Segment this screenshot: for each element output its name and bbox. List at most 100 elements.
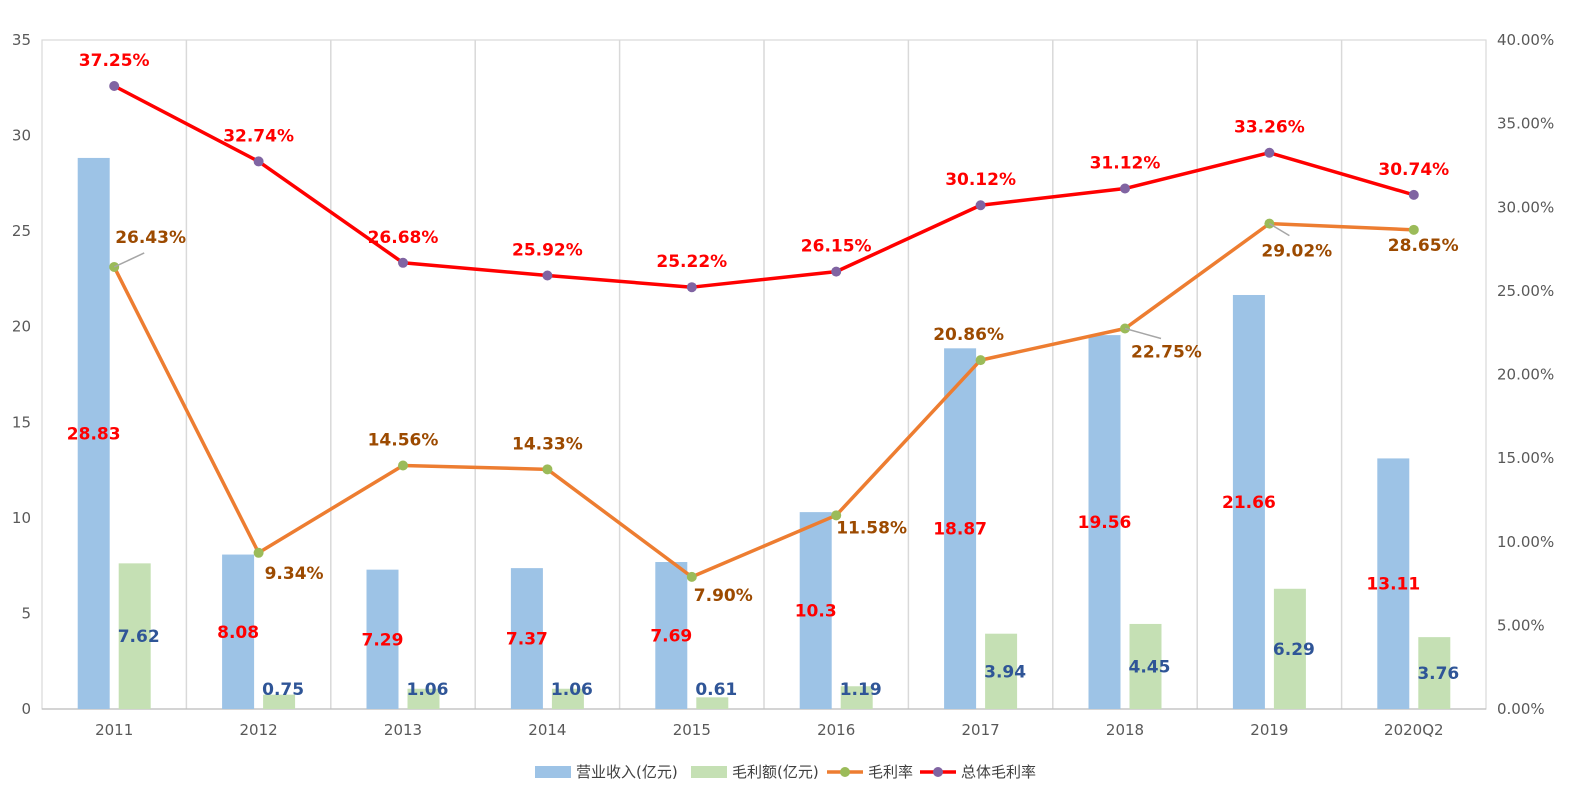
y-right-tick-label: 20.00%	[1497, 366, 1554, 384]
x-tick-label: 2011	[95, 721, 133, 739]
gross-profit-bar	[1273, 588, 1306, 709]
gross-margin-marker	[398, 460, 408, 471]
legend-gross-margin-text: 毛利率	[868, 763, 913, 781]
y-left-tick-label: 0	[21, 700, 31, 718]
gross-margin-data-label: 29.02%	[1261, 242, 1332, 262]
gross-margin-marker	[253, 547, 264, 558]
overall-margin-marker	[975, 200, 986, 211]
x-tick-label: 2019	[1250, 721, 1288, 739]
overall-margin-data-label: 33.26%	[1234, 118, 1305, 138]
gross-profit-bar	[840, 686, 873, 709]
legend-overall-margin-text: 总体毛利率	[961, 763, 1036, 781]
gross-profit-bar	[1418, 637, 1451, 709]
gross-profit-data-label: 0.61	[695, 680, 737, 700]
legend-revenue-swatch	[535, 766, 571, 778]
legend-gross-profit-text: 毛利额(亿元)	[732, 763, 819, 781]
overall-margin-marker	[1408, 189, 1419, 200]
x-tick-label: 2015	[673, 721, 711, 739]
overall-margin-data-label: 26.15%	[801, 237, 872, 257]
overall-margin-marker	[253, 156, 264, 167]
revenue-bar	[944, 348, 977, 709]
gross-margin-data-label: 14.33%	[512, 434, 583, 454]
y-left-tick-label: 15	[12, 413, 31, 431]
y-right-tick-label: 35.00%	[1497, 115, 1554, 133]
gross-profit-data-label: 4.45	[1129, 657, 1171, 677]
revenue-bar	[799, 512, 832, 709]
gross-margin-data-label: 20.86%	[933, 325, 1004, 345]
gross-profit-data-label: 1.06	[407, 680, 449, 700]
y-left-tick-label: 10	[12, 509, 31, 527]
revenue-bar	[510, 568, 543, 709]
gross-profit-data-label: 6.29	[1273, 640, 1315, 660]
gross-profit-bar	[551, 688, 584, 709]
x-tick-label: 2020Q2	[1384, 721, 1444, 739]
gross-profit-data-label: 3.94	[984, 662, 1026, 682]
revenue-bar	[222, 554, 255, 709]
revenue-data-label: 13.11	[1366, 575, 1420, 595]
overall-margin-data-label: 32.74%	[223, 126, 294, 146]
y-left-tick-label: 25	[12, 222, 31, 240]
gross-profit-bar	[696, 697, 729, 709]
gross-margin-data-label: 11.58%	[836, 518, 907, 538]
y-right-tick-label: 5.00%	[1497, 616, 1545, 634]
overall-margin-data-label: 25.22%	[656, 252, 727, 272]
y-right-tick-label: 25.00%	[1497, 282, 1554, 300]
gross-profit-data-label: 3.76	[1417, 664, 1459, 684]
gross-profit-bar	[1129, 623, 1162, 709]
gross-profit-data-label: 1.19	[840, 680, 882, 700]
gross-margin-marker	[1408, 224, 1419, 235]
x-tick-label: 2012	[240, 721, 278, 739]
data-label-leader	[113, 252, 145, 268]
revenue-data-label: 8.08	[217, 623, 259, 643]
revenue-bar	[1088, 335, 1121, 709]
y-right-tick-label: 10.00%	[1497, 533, 1554, 551]
legend-overall-margin-swatch-marker	[933, 767, 943, 777]
gross-margin-data-label: 9.34%	[265, 564, 324, 584]
x-tick-label: 2016	[817, 721, 855, 739]
revenue-data-label: 18.87	[933, 520, 987, 540]
revenue-bar	[1232, 294, 1265, 709]
gross-margin-marker	[686, 571, 697, 582]
gross-profit-bar	[985, 633, 1018, 709]
y-left-tick-label: 5	[21, 604, 31, 622]
gross-margin-marker	[975, 355, 986, 366]
revenue-bar	[366, 569, 399, 709]
revenue-data-label: 7.69	[650, 627, 692, 647]
gross-profit-data-label: 0.75	[262, 680, 304, 700]
overall-margin-marker	[1120, 183, 1130, 194]
y-left-tick-label: 20	[12, 318, 31, 336]
legend-gross-profit-swatch	[691, 766, 727, 778]
data-label-leader	[1269, 222, 1290, 237]
y-right-tick-label: 0.00%	[1497, 700, 1545, 718]
y-right-tick-label: 30.00%	[1497, 198, 1554, 216]
y-right-tick-label: 40.00%	[1497, 31, 1554, 49]
revenue-data-label: 7.37	[506, 630, 548, 650]
revenue-data-label: 28.83	[67, 424, 121, 444]
legend-revenue-text: 营业收入(亿元)	[576, 763, 678, 781]
revenue-data-label: 19.56	[1078, 513, 1132, 533]
gross-margin-data-label: 28.65%	[1388, 236, 1459, 256]
gross-profit-bar	[407, 688, 440, 709]
y-left-tick-label: 30	[12, 127, 31, 145]
gross-profit-data-label: 1.06	[551, 680, 593, 700]
gross-profit-bar	[118, 563, 151, 709]
data-label-leader	[1124, 327, 1162, 340]
gross-margin-data-label: 14.56%	[368, 430, 439, 450]
gross-margin-line	[112, 221, 1414, 579]
overall-margin-marker	[542, 270, 553, 281]
overall-margin-line	[113, 84, 1415, 289]
gross-margin-marker	[542, 464, 553, 475]
overall-margin-marker	[398, 257, 408, 268]
x-tick-label: 2013	[384, 721, 422, 739]
overall-margin-marker	[1264, 147, 1275, 158]
overall-margin-marker	[831, 266, 842, 277]
revenue-data-label: 10.3	[795, 602, 837, 622]
overall-margin-data-label: 26.68%	[368, 228, 439, 248]
overall-margin-data-label: 25.92%	[512, 240, 583, 260]
revenue-data-label: 7.29	[362, 630, 404, 650]
gross-profit-bar	[263, 694, 296, 709]
overall-margin-data-label: 30.12%	[945, 170, 1016, 190]
revenue-data-label: 21.66	[1222, 493, 1276, 513]
x-tick-label: 2017	[962, 721, 1000, 739]
